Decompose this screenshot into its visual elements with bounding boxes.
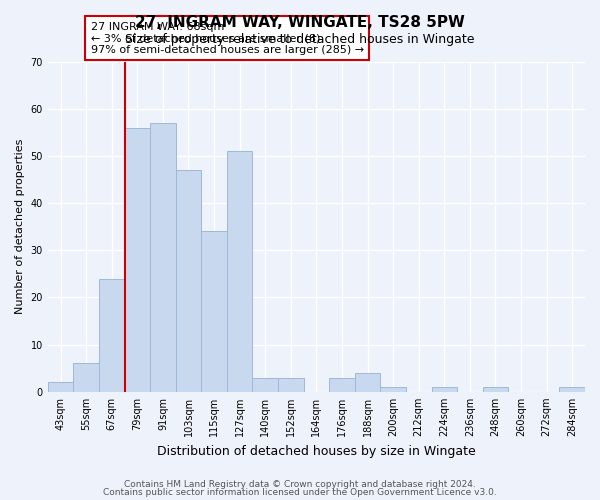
Bar <box>482 387 508 392</box>
Bar <box>48 382 73 392</box>
Text: 27, INGRAM WAY, WINGATE, TS28 5PW: 27, INGRAM WAY, WINGATE, TS28 5PW <box>135 15 465 30</box>
Bar <box>125 128 150 392</box>
Text: Contains HM Land Registry data © Crown copyright and database right 2024.: Contains HM Land Registry data © Crown c… <box>124 480 476 489</box>
Bar <box>278 378 304 392</box>
Text: 27 INGRAM WAY: 68sqm
← 3% of detached houses are smaller (8)
97% of semi-detache: 27 INGRAM WAY: 68sqm ← 3% of detached ho… <box>91 22 364 55</box>
Bar <box>150 123 176 392</box>
Bar <box>176 170 201 392</box>
Bar <box>227 151 253 392</box>
Bar <box>253 378 278 392</box>
Bar <box>559 387 585 392</box>
Y-axis label: Number of detached properties: Number of detached properties <box>15 139 25 314</box>
Bar <box>73 364 99 392</box>
Bar <box>355 373 380 392</box>
Bar <box>431 387 457 392</box>
Bar <box>329 378 355 392</box>
Bar <box>380 387 406 392</box>
Text: Size of property relative to detached houses in Wingate: Size of property relative to detached ho… <box>125 32 475 46</box>
X-axis label: Distribution of detached houses by size in Wingate: Distribution of detached houses by size … <box>157 444 476 458</box>
Bar <box>99 278 125 392</box>
Bar <box>201 232 227 392</box>
Text: Contains public sector information licensed under the Open Government Licence v3: Contains public sector information licen… <box>103 488 497 497</box>
